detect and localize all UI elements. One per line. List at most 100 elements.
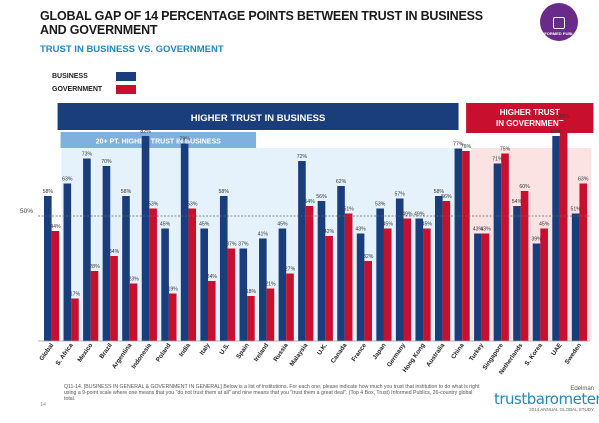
bar-government (540, 228, 548, 341)
data-label-business: 77% (453, 142, 464, 148)
legend-label-government: GOVERNMENT (52, 86, 103, 93)
brand-sub: 2014 ANNUAL GLOBAL STUDY (529, 407, 594, 412)
data-label-government: 23% (128, 277, 139, 283)
bar-government (305, 206, 314, 341)
data-label-business: 41% (258, 232, 269, 238)
category-label: Poland (155, 342, 173, 363)
bar-government (520, 191, 529, 341)
bar-government (71, 298, 79, 341)
category-label: Brazil (98, 342, 114, 360)
bar-business (435, 196, 443, 341)
data-label-government: 44% (50, 224, 61, 230)
data-label-business: 73% (82, 152, 93, 158)
category-label: S. Africa (55, 342, 76, 367)
data-label-government: 34% (109, 249, 120, 255)
bar-business (337, 186, 345, 341)
bar-business (122, 196, 130, 341)
band-twenty-pt (60, 132, 257, 148)
bar-business (239, 248, 248, 341)
category-label: Italy (199, 342, 212, 357)
category-label: Sweden (564, 342, 583, 366)
bar-business (493, 163, 502, 341)
data-label-business: 71% (492, 157, 503, 163)
category-label: Turkey (468, 342, 486, 363)
legend-swatch-business (116, 72, 136, 81)
data-label-government: 75% (500, 147, 511, 153)
bar-business (571, 213, 580, 341)
edelman-logo: Edelman trustbarometer 2014 ANNUAL GLOBA… (494, 386, 599, 412)
data-label-government: 27% (285, 267, 296, 273)
data-label-business: 37% (238, 242, 249, 248)
data-label-government: 49% (402, 212, 413, 218)
category-label: Russia (272, 342, 290, 363)
bar-government (579, 183, 588, 341)
data-label-business: 72% (297, 154, 308, 160)
bar-government (266, 288, 275, 341)
bar-business (532, 243, 541, 341)
methodology-footnote: Q11-14. [BUSINESS IN GENERAL & GOVERNMEN… (64, 384, 480, 403)
data-label-government: 63% (578, 177, 589, 183)
data-label-government: 53% (187, 202, 198, 208)
bar-government (442, 201, 451, 341)
bar-government (423, 228, 431, 341)
bar-business (298, 161, 306, 341)
bar-government (188, 208, 197, 341)
bar-government (325, 236, 333, 341)
data-label-business: 82% (140, 129, 151, 135)
bar-government (51, 231, 60, 341)
legend: BUSINESS GOVERNMENT (52, 70, 136, 96)
person-at-desk-icon (553, 16, 565, 29)
bar-business (63, 183, 72, 341)
page-subtitle: TRUST IN BUSINESS VS. GOVERNMENT (40, 44, 224, 55)
bar-government (208, 281, 216, 341)
data-label-business: 57% (395, 192, 406, 198)
data-label-government: 56% (441, 194, 452, 200)
category-label: Ireland (253, 342, 271, 363)
data-label-government: 24% (207, 274, 218, 280)
data-label-business: 53% (375, 202, 386, 208)
data-label-business: 82% (551, 129, 562, 135)
bar-business (141, 136, 150, 341)
government-zone-bg (471, 148, 592, 341)
category-label: Australia (425, 342, 446, 368)
bar-business (395, 198, 404, 341)
legend-item-government: GOVERNMENT (52, 83, 136, 96)
data-label-government: 45% (539, 222, 550, 228)
brand-top: Edelman (570, 386, 594, 392)
data-label-business: 54% (512, 199, 523, 205)
band-twenty-pt-label: 20+ PT. HIGHER TRUST IN BUSINESS (96, 139, 221, 146)
bar-business (219, 196, 228, 341)
bar-business (180, 143, 189, 341)
category-label: France (350, 342, 368, 363)
data-label-business: 70% (101, 159, 112, 165)
bar-government (383, 228, 392, 341)
bar-government (403, 218, 412, 341)
data-label-government: 43% (480, 227, 491, 233)
category-label: Indonesia (130, 342, 153, 370)
data-label-business: 45% (160, 222, 171, 228)
category-label: S. Korea (524, 342, 545, 367)
bar-government (286, 273, 294, 341)
bar-government (364, 261, 372, 341)
bar-government (481, 233, 490, 341)
data-label-business: 56% (316, 194, 327, 200)
bar-government (344, 213, 353, 341)
data-label-business: 58% (434, 189, 445, 195)
bar-business (200, 228, 208, 341)
category-label: Canada (330, 342, 349, 365)
legend-label-business: BUSINESS (52, 73, 88, 80)
data-label-government: 45% (383, 222, 394, 228)
data-label-business: 45% (277, 222, 288, 228)
category-label: China (450, 342, 466, 361)
data-label-government: 60% (519, 184, 530, 190)
data-label-government: 51% (343, 207, 354, 213)
data-label-government: 53% (148, 202, 159, 208)
data-label-government: 21% (265, 282, 276, 288)
bar-government (227, 248, 236, 341)
data-label-government: 54% (304, 199, 315, 205)
band-higher-business (57, 103, 459, 130)
data-label-government: 17% (70, 292, 81, 298)
data-label-government: 18% (246, 289, 257, 295)
bar-government (501, 153, 509, 341)
